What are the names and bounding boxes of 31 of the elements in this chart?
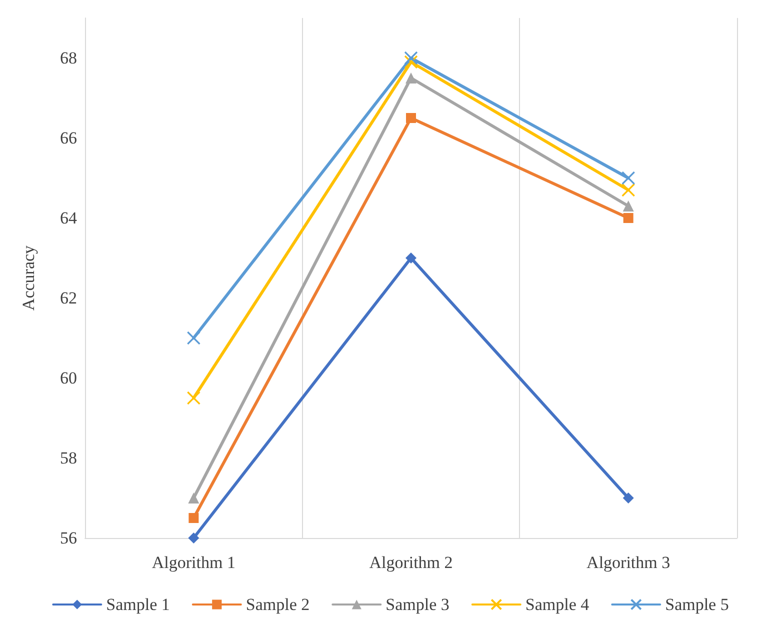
point: [186, 391, 200, 405]
legend-label: Sample 3: [386, 595, 450, 614]
point: [622, 492, 634, 504]
point: [406, 113, 416, 123]
legend-label: Sample 5: [665, 595, 729, 614]
point: [622, 183, 636, 197]
x-tick-label: Algorithm 1: [152, 553, 236, 572]
y-axis-title: Accuracy: [19, 244, 38, 311]
point: [188, 532, 200, 544]
y-tick-label: 56: [60, 528, 77, 548]
y-tick-label: 58: [60, 448, 77, 468]
y-tick-label: 60: [60, 368, 77, 388]
point: [406, 252, 416, 264]
y-tick-label: 66: [60, 128, 77, 148]
point: [404, 51, 418, 65]
point: [404, 55, 418, 69]
legend-label: Sample 1: [106, 595, 170, 614]
legend-label: Sample 4: [525, 595, 590, 614]
point: [186, 331, 200, 345]
x-tick-label: Algorithm 2: [369, 553, 453, 572]
point: [188, 513, 199, 523]
point: [188, 492, 200, 504]
legend-label: Sample 2: [246, 595, 310, 614]
point: [622, 171, 636, 185]
point: [622, 200, 634, 212]
y-tick-label: 68: [60, 48, 77, 68]
point: [406, 72, 416, 84]
point: [623, 213, 634, 223]
y-tick-label: 64: [60, 208, 78, 228]
y-tick-label: 62: [60, 288, 77, 308]
x-tick-label: Algorithm 3: [586, 553, 670, 572]
